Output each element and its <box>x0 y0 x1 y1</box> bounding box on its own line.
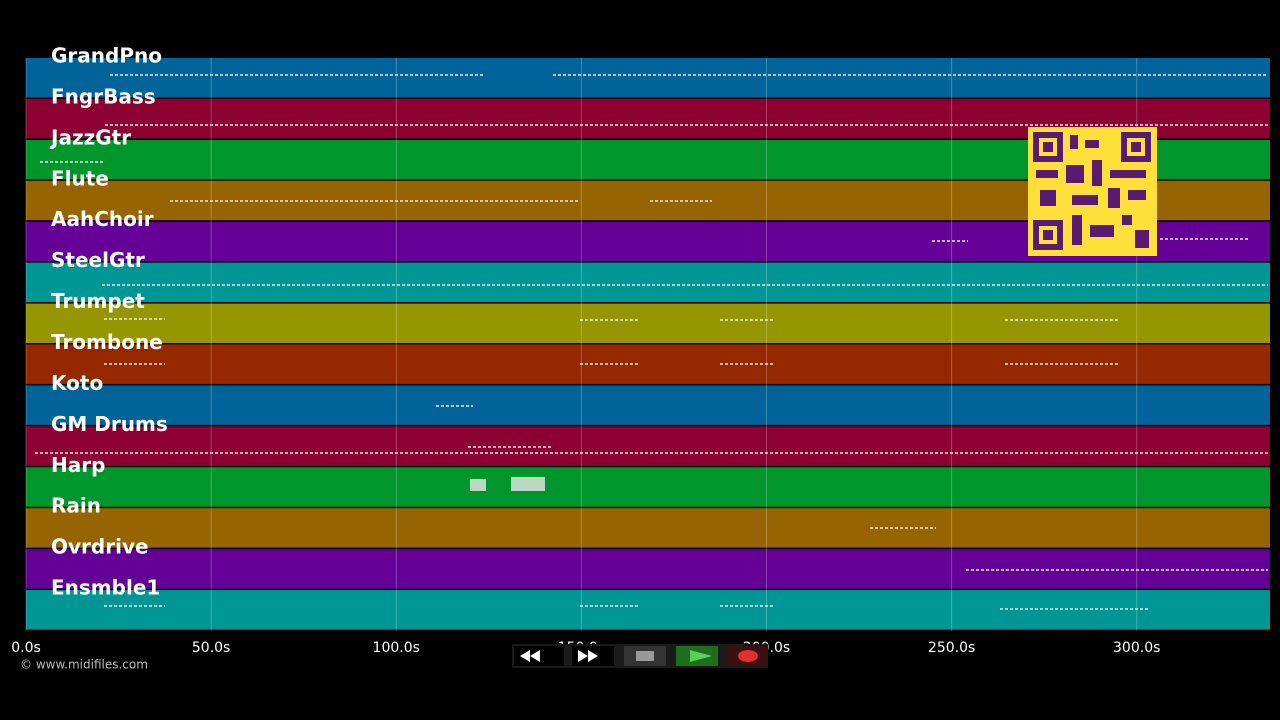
track-name: Trombone <box>51 330 163 354</box>
track-lane <box>26 58 1270 98</box>
track-name: SteelGtr <box>51 248 145 272</box>
track-name: Flute <box>51 166 109 190</box>
track-lane <box>26 508 1270 548</box>
track-name: GrandPno <box>51 44 162 68</box>
track-lane <box>26 549 1270 589</box>
track-lane <box>26 590 1270 630</box>
tick-label: 250.0s <box>928 640 975 656</box>
notes <box>35 74 1268 610</box>
forward-button[interactable] <box>572 646 614 666</box>
play-button[interactable] <box>676 646 718 666</box>
track-lane <box>26 467 1270 507</box>
tick-label: 300.0s <box>1113 640 1160 656</box>
tick-label: 0.0s <box>11 640 41 656</box>
track-name: Ovrdrive <box>51 535 149 559</box>
track-name: AahChoir <box>51 207 154 231</box>
record-button[interactable] <box>728 646 768 666</box>
track-name: Rain <box>51 494 101 518</box>
track-name: FngrBass <box>51 84 156 108</box>
credit: © www.midifiles.com <box>20 658 148 672</box>
track-lane <box>26 303 1270 343</box>
track-name: Trumpet <box>51 289 145 313</box>
tick-label: 100.0s <box>373 640 420 656</box>
qr-code <box>1028 127 1157 256</box>
track-name: Koto <box>51 371 103 395</box>
stop-button[interactable] <box>624 646 666 666</box>
track-lane <box>26 385 1270 425</box>
track-name: JazzGtr <box>49 125 131 149</box>
track-lane <box>26 262 1270 303</box>
track-lane <box>26 344 1270 384</box>
track-name: Harp <box>51 453 105 477</box>
rewind-button[interactable] <box>514 646 564 666</box>
transport-controls <box>512 644 768 668</box>
track-name: GM Drums <box>51 412 168 436</box>
track-lane <box>26 426 1270 466</box>
track-name: Ensmble1 <box>51 576 160 600</box>
tick-label: 50.0s <box>192 640 230 656</box>
